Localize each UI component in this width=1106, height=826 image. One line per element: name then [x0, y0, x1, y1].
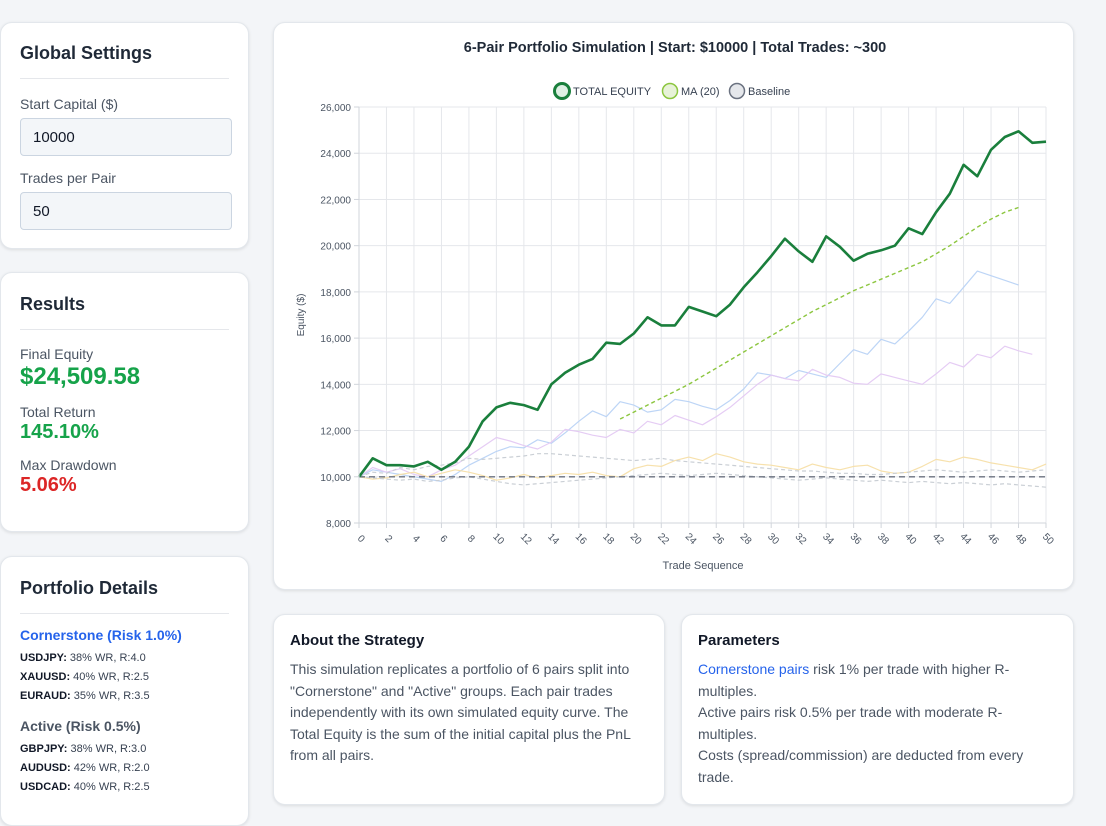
- y-tick-label: 8,000: [326, 519, 351, 530]
- x-tick-label: 34: [820, 531, 836, 547]
- legend-baseline-label[interactable]: Baseline: [748, 86, 790, 98]
- parameters-line3: Costs (spread/commission) are deducted f…: [698, 747, 1024, 785]
- x-tick-label: 30: [765, 531, 781, 547]
- x-tick-label: 40: [903, 531, 919, 547]
- x-tick-label: 44: [958, 531, 974, 547]
- start-capital-label: Start Capital ($): [20, 96, 119, 112]
- pair-row: USDJPY: 38% WR, R:4.0: [20, 652, 146, 664]
- legend-total-equity-icon[interactable]: [553, 82, 571, 100]
- x-tick-label: 6: [437, 533, 449, 545]
- results-title: Results: [20, 294, 86, 314]
- y-tick-label: 26,000: [320, 103, 351, 114]
- y-tick-label: 24,000: [320, 149, 351, 160]
- settings-card: Global Settings Start Capital ($) Trades…: [0, 22, 249, 249]
- x-tick-label: 48: [1012, 531, 1028, 547]
- x-tick-label: 0: [355, 533, 367, 545]
- final-equity-value: $24,509.58: [20, 363, 141, 390]
- results-card: Results Final Equity $24,509.58 Total Re…: [0, 272, 249, 532]
- max-drawdown-label: Max Drawdown: [20, 457, 117, 473]
- x-tick-label: 28: [738, 531, 754, 547]
- total-return-label: Total Return: [20, 404, 96, 420]
- about-card: About the Strategy This simulation repli…: [273, 614, 665, 805]
- pair-equity-line: [358, 472, 1047, 488]
- chart-title: 6-Pair Portfolio Simulation | Start: $10…: [464, 40, 886, 56]
- x-tick-label: 10: [490, 531, 506, 547]
- divider: [20, 329, 229, 330]
- parameters-title: Parameters: [698, 632, 780, 649]
- x-tick-label: 46: [985, 531, 1001, 547]
- y-tick-label: 22,000: [320, 195, 351, 206]
- final-equity-label: Final Equity: [20, 346, 94, 362]
- about-title: About the Strategy: [290, 632, 425, 649]
- parameters-card: Parameters Cornerstone pairs risk 1% per…: [681, 614, 1074, 805]
- equity-chart: 6-Pair Portfolio Simulation | Start: $10…: [296, 40, 1056, 572]
- pair-equity-line: [358, 270, 1019, 482]
- divider: [20, 613, 229, 614]
- pair-equity-line: [358, 345, 1033, 478]
- x-tick-label: 16: [573, 531, 589, 547]
- trades-per-pair-label: Trades per Pair: [20, 170, 116, 186]
- divider: [20, 78, 229, 79]
- total-return-value: 145.10%: [20, 421, 99, 443]
- x-tick-label: 20: [628, 531, 644, 547]
- pair-row: GBPJPY: 38% WR, R:3.0: [20, 743, 147, 755]
- pair-row: EURAUD: 35% WR, R:3.5: [20, 690, 150, 702]
- y-axis-label: Equity ($): [296, 294, 307, 337]
- pair-row: AUDUSD: 42% WR, R:2.0: [20, 762, 150, 774]
- x-axis-label: Trade Sequence: [663, 560, 744, 572]
- x-tick-label: 8: [465, 533, 477, 545]
- legend-baseline-icon[interactable]: [728, 82, 746, 100]
- legend-ma-label[interactable]: MA (20): [681, 86, 720, 98]
- y-tick-label: 18,000: [320, 288, 351, 299]
- pair-equity-line: [358, 453, 1047, 478]
- pair-row: USDCAD: 40% WR, R:2.5: [20, 781, 150, 793]
- x-tick-label: 2: [382, 533, 394, 545]
- x-tick-label: 42: [930, 531, 946, 547]
- y-tick-label: 12,000: [320, 427, 351, 438]
- x-tick-label: 24: [683, 531, 699, 547]
- start-capital-input[interactable]: [20, 118, 232, 156]
- series-layer: [357, 130, 1047, 488]
- parameters-text: Cornerstone pairs risk 1% per trade with…: [698, 659, 1057, 789]
- x-tick-label: 32: [793, 531, 809, 547]
- y-tick-label: 14,000: [320, 380, 351, 391]
- legend-total-equity-label[interactable]: TOTAL EQUITY: [573, 86, 652, 98]
- portfolio-title: Portfolio Details: [20, 578, 159, 598]
- pair-equity-line: [358, 453, 1047, 481]
- portfolio-card: Portfolio Details Cornerstone (Risk 1.0%…: [0, 556, 249, 826]
- y-tick-label: 16,000: [320, 334, 351, 345]
- x-tick-label: 38: [875, 531, 891, 547]
- series-line-ma-20: [619, 206, 1019, 420]
- settings-title: Global Settings: [20, 43, 153, 63]
- cornerstone-pairs-link: Cornerstone pairs: [698, 661, 810, 677]
- y-tick-label: 10,000: [320, 473, 351, 484]
- cornerstone-group-title: Cornerstone (Risk 1.0%): [20, 627, 182, 643]
- active-group-title: Active (Risk 0.5%): [20, 718, 141, 734]
- parameters-line1: risk 1% per trade with higher R-multiple…: [698, 661, 1010, 699]
- x-tick-label: 4: [410, 533, 422, 545]
- pair-row: XAUUSD: 40% WR, R:2.5: [20, 671, 149, 683]
- chart-card: 6-Pair Portfolio Simulation | Start: $10…: [273, 22, 1074, 590]
- legend: TOTAL EQUITY MA (20) Baseline: [553, 82, 790, 100]
- x-tick-label: 12: [518, 531, 534, 547]
- x-tick-label: 22: [655, 531, 671, 547]
- legend-ma-icon[interactable]: [661, 82, 679, 100]
- parameters-line2: Active pairs risk 0.5% per trade with mo…: [698, 704, 1003, 742]
- x-tick-label: 18: [600, 531, 616, 547]
- x-tick-label: 50: [1040, 531, 1056, 547]
- about-text: This simulation replicates a portfolio o…: [290, 661, 631, 764]
- x-tick-label: 14: [545, 531, 561, 547]
- trades-per-pair-input[interactable]: [20, 192, 232, 230]
- x-tick-label: 36: [848, 531, 864, 547]
- max-drawdown-value: 5.06%: [20, 474, 77, 496]
- series-line-total-equity: [357, 130, 1047, 478]
- x-tick-label: 26: [710, 531, 726, 547]
- y-tick-label: 20,000: [320, 242, 351, 253]
